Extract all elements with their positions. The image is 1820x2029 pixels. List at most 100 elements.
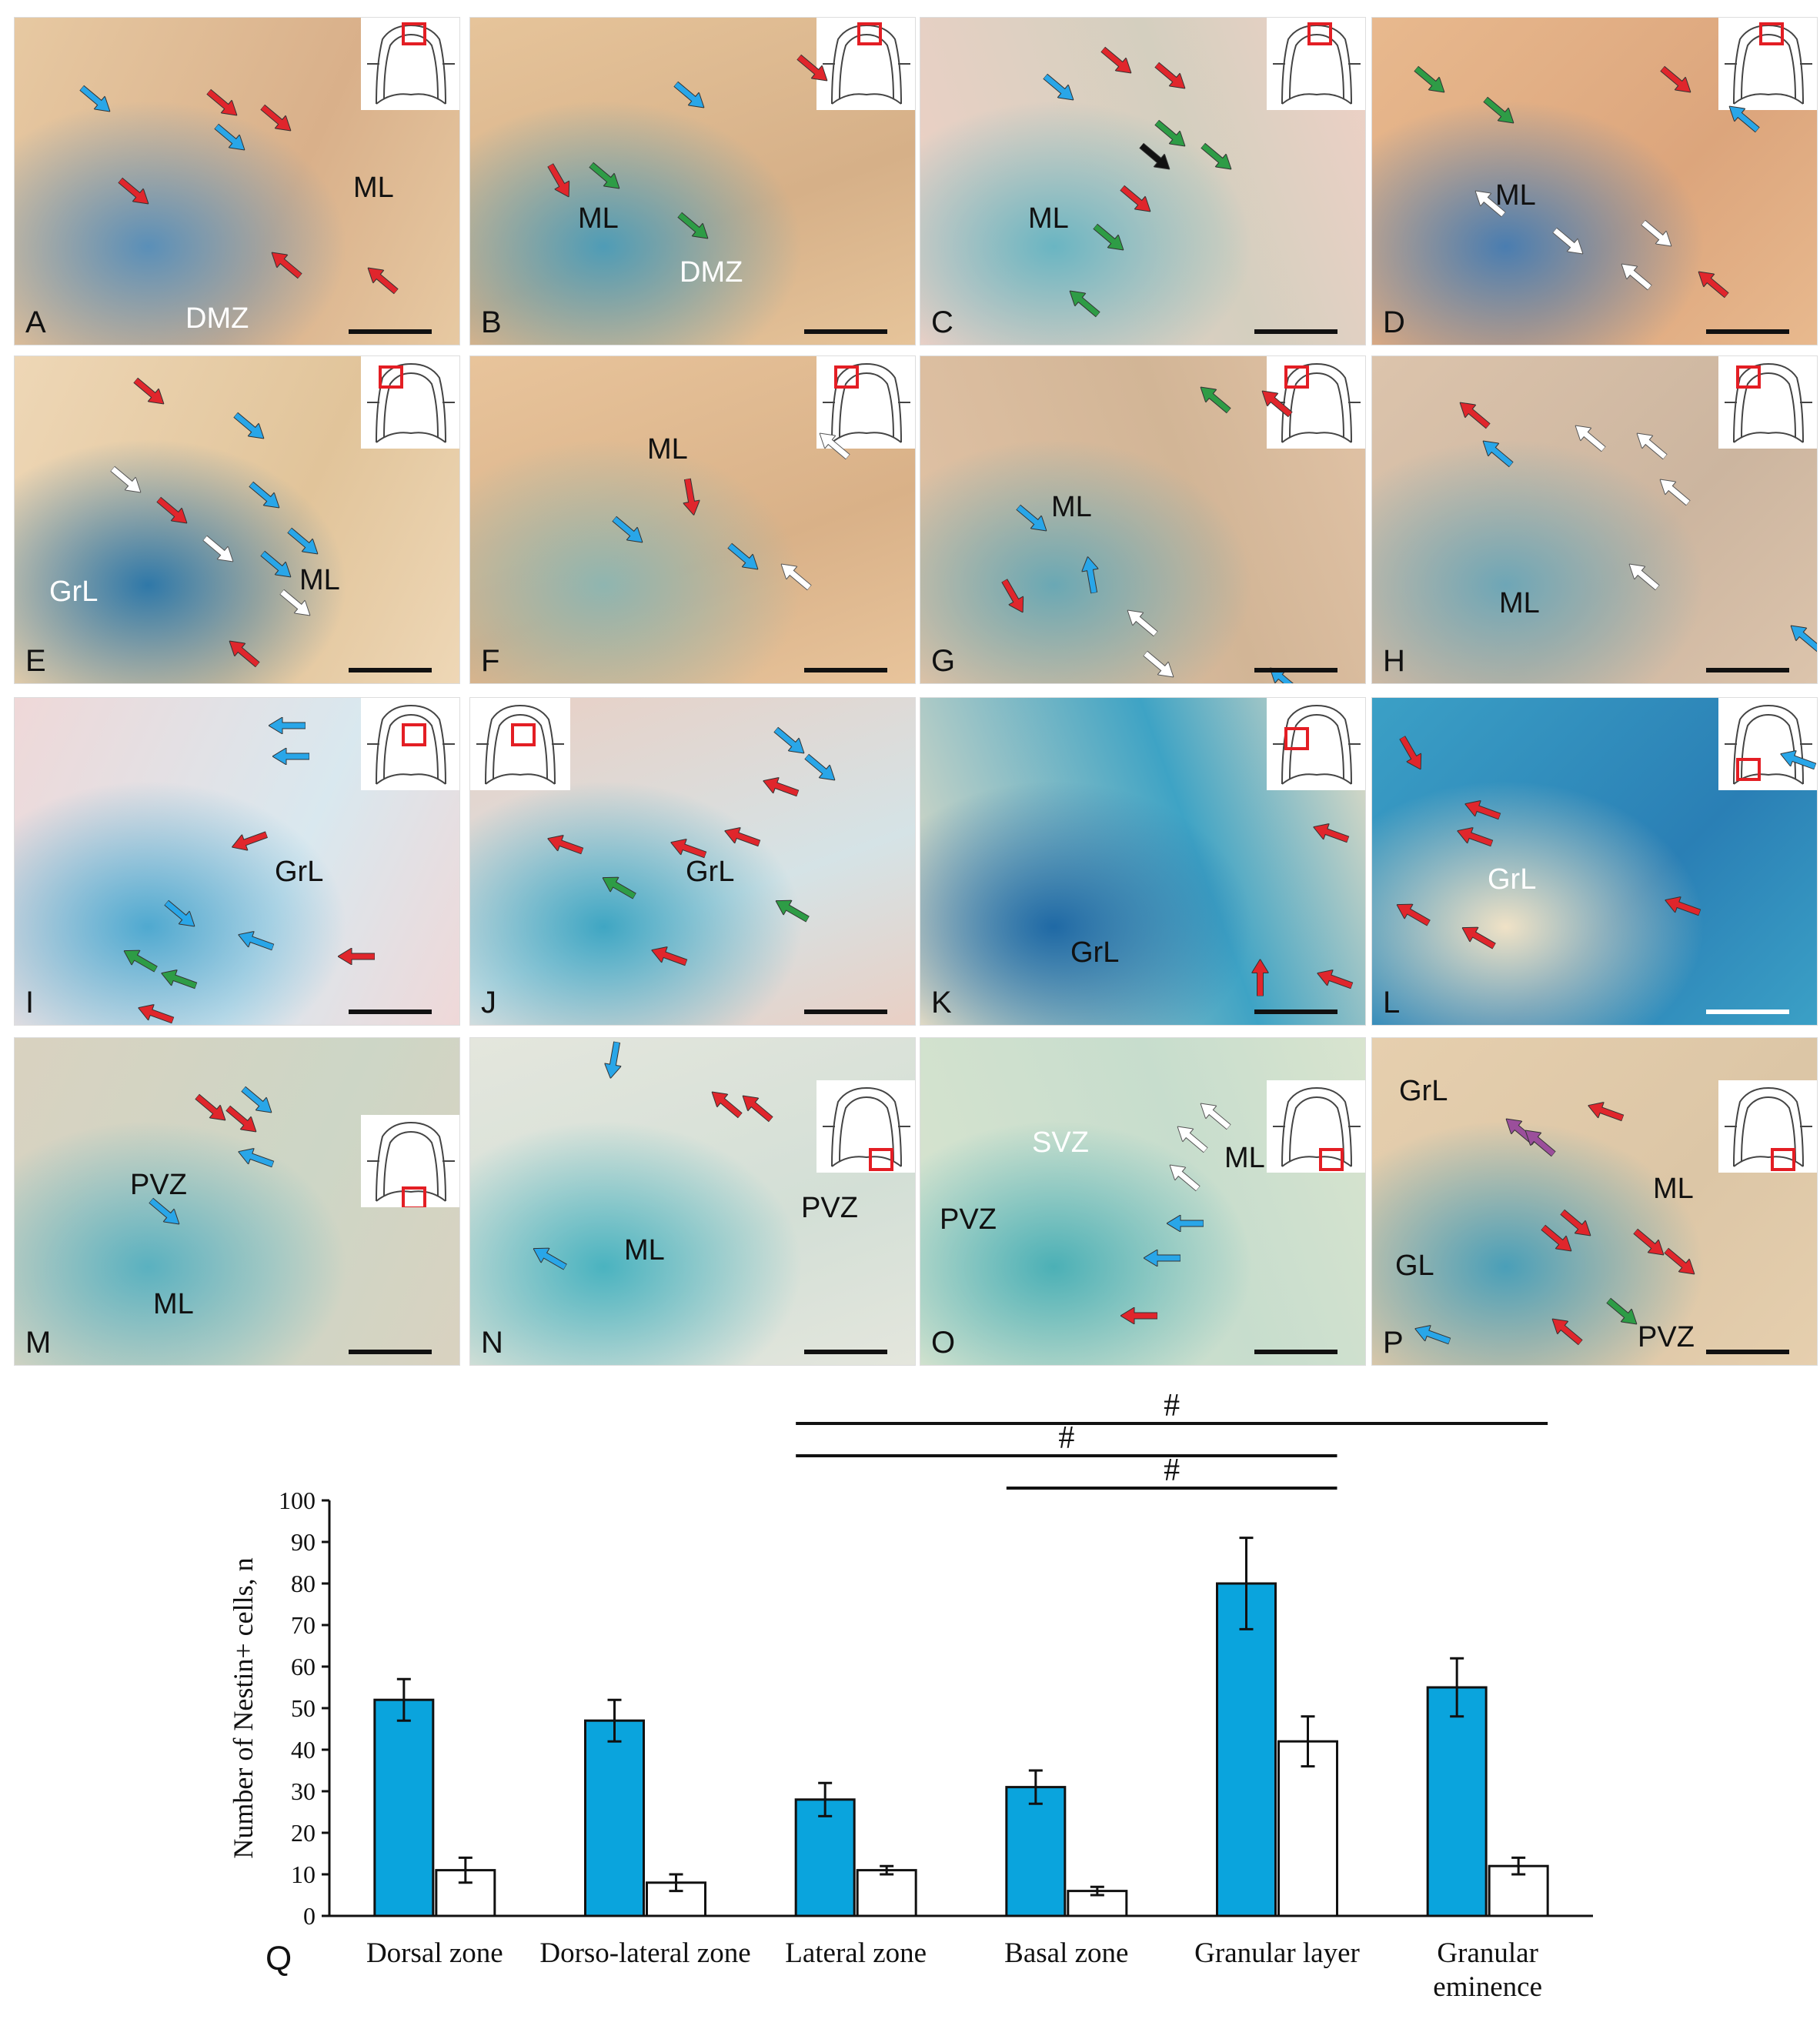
arrow-red-icon <box>201 85 242 125</box>
arrow-blue-icon <box>668 78 710 118</box>
region-label: ML <box>153 1288 194 1320</box>
region-label: ML <box>1051 491 1092 523</box>
arrow-red-icon <box>1458 917 1500 953</box>
region-label: SVZ <box>1032 1126 1089 1159</box>
arrow-red-icon <box>112 174 154 214</box>
x-category-label: Basal zone <box>1004 1937 1128 1969</box>
x-category-label: Dorso-lateral zone <box>539 1937 750 1969</box>
arrow-blue-icon <box>1724 97 1765 137</box>
y-tick-label: 80 <box>291 1570 316 1597</box>
arrow-red-icon <box>993 576 1030 619</box>
panel-letter: B <box>481 305 502 339</box>
brain-schematic-inset <box>1718 698 1817 790</box>
arrow-red-icon <box>1454 393 1496 433</box>
arrow-red-icon <box>791 51 833 91</box>
region-label: ML <box>647 433 688 466</box>
arrow-red-icon <box>337 944 376 966</box>
region-label: DMZ <box>185 302 249 335</box>
arrow-red-icon <box>1251 958 1273 996</box>
arrow-white-icon <box>1137 647 1179 683</box>
arrow-blue-icon <box>529 1238 571 1274</box>
micrograph-panel-m: PVZ ML M <box>14 1037 460 1366</box>
arrow-red-icon <box>1391 733 1428 776</box>
arrow-white-icon <box>1616 255 1658 295</box>
arrow-white-icon <box>274 586 316 626</box>
arrow-red-icon <box>1628 1225 1669 1265</box>
micrograph-panel-k: GrL K <box>920 697 1366 1026</box>
arrow-blue-icon <box>1785 616 1817 656</box>
region-label: ML <box>1028 202 1069 235</box>
region-label: ML <box>624 1234 665 1266</box>
y-tick-label: 90 <box>291 1528 316 1556</box>
arrow-blue-icon <box>606 512 648 552</box>
bar-blue-3 <box>1005 1786 1067 1917</box>
arrow-white-icon <box>1547 224 1588 264</box>
arrow-blue-icon <box>272 744 310 766</box>
arrow-black-icon <box>1134 139 1175 179</box>
y-tick-label: 0 <box>303 1902 316 1930</box>
micrograph-panel-h: ML H <box>1371 355 1818 684</box>
scale-bar <box>349 1009 432 1014</box>
y-tick-label: 20 <box>291 1819 316 1847</box>
arrow-green-icon <box>672 209 713 249</box>
scale-bar <box>1706 668 1789 672</box>
bar-white-4 <box>1277 1740 1338 1917</box>
brain-schematic-inset <box>816 18 915 110</box>
panel-letter-q: Q <box>265 1940 292 1977</box>
arrow-white-icon <box>1631 424 1673 464</box>
scale-bar <box>804 1009 887 1014</box>
arrow-red-icon <box>1658 1244 1700 1284</box>
arrow-red-icon <box>1114 182 1156 222</box>
scale-bar <box>1706 1350 1789 1354</box>
arrow-green-icon <box>1195 378 1237 418</box>
arrow-green-icon <box>583 159 625 199</box>
arrow-blue-icon <box>1412 1317 1454 1350</box>
significance-mark: # <box>1164 1453 1180 1488</box>
arrow-red-icon <box>189 1090 231 1130</box>
arrow-blue-icon <box>282 524 323 564</box>
region-label: ML <box>299 564 340 596</box>
bar-blue-4 <box>1216 1582 1277 1917</box>
region-label: PVZ <box>1638 1321 1695 1353</box>
region-label: GrL <box>686 856 735 888</box>
micrograph-panel-i: GrL I <box>14 697 460 1026</box>
region-label: ML <box>1499 587 1540 619</box>
brain-schematic-inset <box>1267 18 1365 110</box>
arrow-white-icon <box>1470 182 1511 222</box>
panel-letter: J <box>481 986 496 1020</box>
scale-bar <box>349 668 432 672</box>
brain-schematic-inset <box>361 356 459 449</box>
arrow-blue-icon <box>1080 555 1107 595</box>
micrograph-panel-l: GrL L <box>1371 697 1818 1026</box>
scale-bar <box>804 1350 887 1354</box>
arrow-red-icon <box>1257 382 1298 422</box>
arrow-red-icon <box>545 827 586 859</box>
arrow-blue-icon <box>1010 501 1052 541</box>
arrow-green-icon <box>1064 282 1106 322</box>
bar-blue-1 <box>584 1719 645 1917</box>
region-label: PVZ <box>801 1192 858 1224</box>
brain-schematic-inset <box>1718 356 1817 449</box>
arrow-white-icon <box>1624 555 1665 595</box>
arrow-white-icon <box>1635 216 1677 256</box>
region-label: GrL <box>1399 1075 1448 1107</box>
significance-mark: # <box>1058 1420 1074 1456</box>
arrow-red-icon <box>1693 262 1735 302</box>
scale-bar <box>349 1350 432 1354</box>
arrow-red-icon <box>1655 62 1696 102</box>
arrow-red-icon <box>668 831 710 863</box>
arrow-red-icon <box>1311 816 1352 848</box>
arrow-blue-icon <box>143 1194 185 1234</box>
significance-mark: # <box>1164 1393 1180 1423</box>
bar-chart-svg: 0 10 20 30 40 50 60 70 80 90 100 # # # Number of Nes… <box>228 1388 1593 2003</box>
arrow-red-icon <box>255 101 296 141</box>
arrow-blue-icon <box>1037 70 1079 110</box>
arrow-white-icon <box>1122 601 1164 641</box>
region-label: GrL <box>275 856 324 888</box>
brain-schematic-inset <box>1267 1080 1365 1173</box>
micrograph-panel-d: ML D <box>1371 17 1818 345</box>
arrow-blue-icon <box>799 750 840 790</box>
region-label: ML <box>1495 179 1536 212</box>
arrow-white-icon <box>1195 1094 1237 1134</box>
arrow-red-icon <box>1462 793 1504 825</box>
